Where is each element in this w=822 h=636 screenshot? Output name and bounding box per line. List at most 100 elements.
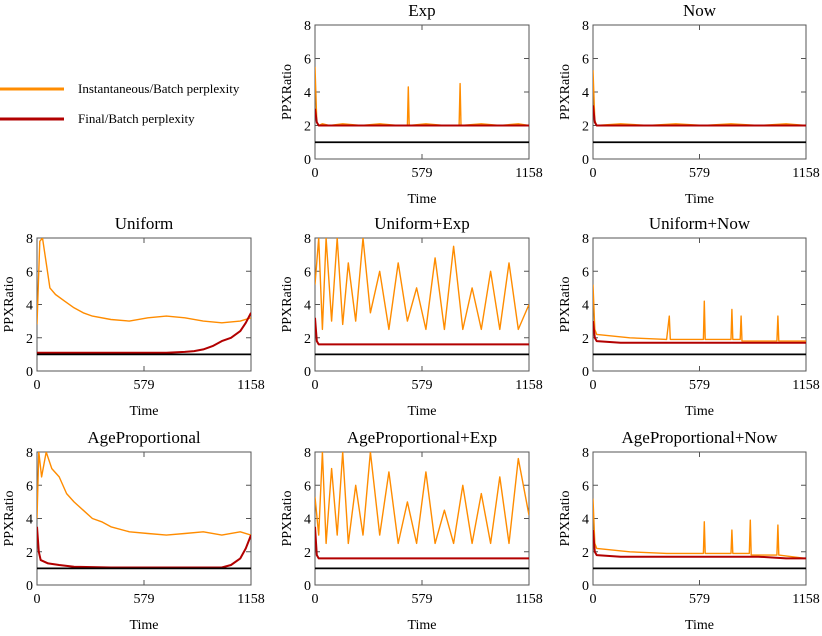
x-axis-label: Time	[407, 618, 436, 633]
x-tick-label: 1158	[792, 166, 819, 181]
x-tick-label: 1158	[237, 592, 264, 607]
x-tick-label: 579	[689, 378, 710, 393]
x-tick-label: 579	[412, 166, 433, 181]
panel-uniform-exp: 0 2 4 6 8 0 579 1158 Uniform+Exp Time PPXRatio	[280, 214, 543, 419]
y-tick-label: 2	[304, 120, 311, 135]
y-tick-label: 2	[26, 332, 33, 347]
y-axis-label: PPXRatio	[280, 276, 295, 332]
y-tick-label: 4	[26, 299, 33, 314]
y-tick-label: 2	[26, 546, 33, 561]
y-tick-label: 2	[582, 546, 589, 561]
x-tick-label: 1158	[515, 378, 542, 393]
panel-title: AgeProportional+Now	[622, 428, 779, 447]
panel-title: Uniform+Exp	[374, 214, 470, 233]
panel-ageproportional: 0 2 4 6 8 0 579 1158 AgeProportional Time PPXRatio	[2, 428, 265, 633]
x-tick-label: 579	[134, 378, 155, 393]
panel-title: Exp	[408, 1, 435, 20]
y-tick-label: 8	[304, 232, 311, 247]
x-tick-label: 1158	[515, 592, 542, 607]
series-instantaneous-line	[593, 498, 806, 560]
x-tick-label: 579	[412, 592, 433, 607]
legend-label-instantaneous: Instantaneous/Batch perplexity	[78, 81, 240, 96]
y-tick-label: 0	[304, 365, 311, 380]
plot-frame	[592, 237, 807, 372]
y-tick-label: 0	[582, 153, 589, 168]
x-tick-label: 579	[689, 166, 710, 181]
panel-ageproportional-now: 0 2 4 6 8 0 579 1158 AgeProportional+Now Time PPXR…	[558, 428, 820, 633]
panel-title: AgeProportional+Exp	[347, 428, 497, 447]
y-tick-label: 8	[304, 19, 311, 34]
series-instantaneous-line	[593, 70, 806, 127]
x-tick-label: 0	[312, 378, 319, 393]
y-tick-label: 8	[582, 19, 589, 34]
x-tick-label: 0	[590, 166, 597, 181]
y-tick-label: 4	[304, 86, 311, 101]
panel-title: Now	[683, 1, 717, 20]
plot-frame	[592, 451, 807, 586]
y-tick-label: 8	[26, 446, 33, 461]
series-final-line	[315, 526, 529, 560]
y-tick-label: 2	[582, 332, 589, 347]
x-tick-label: 0	[312, 166, 319, 181]
x-axis-label: Time	[129, 404, 158, 419]
series-final-line	[315, 108, 529, 127]
panel-exp: 0 2 4 6 8 0 579 1158 Exp Time PPXRatio	[280, 1, 543, 207]
legend: Instantaneous/Batch perplexity Final/Bat…	[0, 81, 240, 126]
y-tick-label: 6	[582, 479, 589, 494]
y-tick-label: 6	[26, 265, 33, 280]
y-axis-label: PPXRatio	[558, 64, 573, 120]
series-instantaneous-line	[37, 452, 251, 536]
y-tick-label: 6	[304, 265, 311, 280]
panel-now: 0 2 4 6 8 0 579 1158 Now Time PPXRatio	[558, 1, 820, 207]
x-tick-label: 0	[590, 592, 597, 607]
x-tick-label: 0	[590, 378, 597, 393]
x-tick-label: 1158	[515, 166, 542, 181]
y-tick-label: 8	[582, 446, 589, 461]
y-tick-label: 0	[304, 579, 311, 594]
y-axis-label: PPXRatio	[280, 490, 295, 546]
y-tick-label: 8	[582, 232, 589, 247]
y-tick-label: 6	[582, 265, 589, 280]
y-axis-label: PPXRatio	[2, 490, 17, 546]
series-final-line	[593, 530, 806, 560]
y-tick-label: 4	[582, 86, 589, 101]
y-tick-label: 4	[304, 513, 311, 528]
y-tick-label: 2	[304, 546, 311, 561]
x-axis-label: Time	[685, 618, 714, 633]
y-tick-label: 4	[26, 513, 33, 528]
x-axis-label: Time	[685, 404, 714, 419]
x-tick-label: 579	[689, 592, 710, 607]
series-instantaneous-line	[593, 284, 806, 342]
y-axis-label: PPXRatio	[280, 64, 295, 120]
x-tick-label: 1158	[792, 592, 819, 607]
y-tick-label: 6	[304, 479, 311, 494]
plot-frame	[314, 237, 530, 372]
x-axis-label: Time	[685, 192, 714, 207]
x-axis-label: Time	[407, 404, 436, 419]
plot-frame	[36, 451, 252, 586]
plot-frame	[592, 24, 807, 160]
y-tick-label: 4	[304, 299, 311, 314]
y-tick-label: 0	[304, 153, 311, 168]
series-final-line	[315, 317, 529, 346]
y-tick-label: 2	[304, 332, 311, 347]
panel-uniform: 0 2 4 6 8 0 579 1158 Uniform Time PPXRatio	[2, 214, 265, 419]
panel-uniform-now: 0 2 4 6 8 0 579 1158 Uniform+Now Time PPXRatio	[558, 214, 820, 419]
x-tick-label: 1158	[237, 378, 264, 393]
x-tick-label: 0	[312, 592, 319, 607]
x-axis-label: Time	[407, 192, 436, 207]
x-tick-label: 579	[134, 592, 155, 607]
panel-title: AgeProportional	[87, 428, 201, 447]
x-axis-label: Time	[129, 618, 158, 633]
panel-ageproportional-exp: 0 2 4 6 8 0 579 1158 AgeProportional+Exp Time PPXR…	[280, 428, 543, 633]
y-tick-label: 4	[582, 513, 589, 528]
x-tick-label: 1158	[792, 378, 819, 393]
y-tick-label: 8	[26, 232, 33, 247]
series-final-line	[593, 320, 806, 344]
y-tick-label: 0	[26, 579, 33, 594]
legend-label-final: Final/Batch perplexity	[78, 111, 195, 126]
series-instantaneous-line	[315, 452, 529, 545]
y-tick-label: 6	[26, 479, 33, 494]
y-axis-label: PPXRatio	[558, 276, 573, 332]
y-tick-label: 0	[582, 365, 589, 380]
